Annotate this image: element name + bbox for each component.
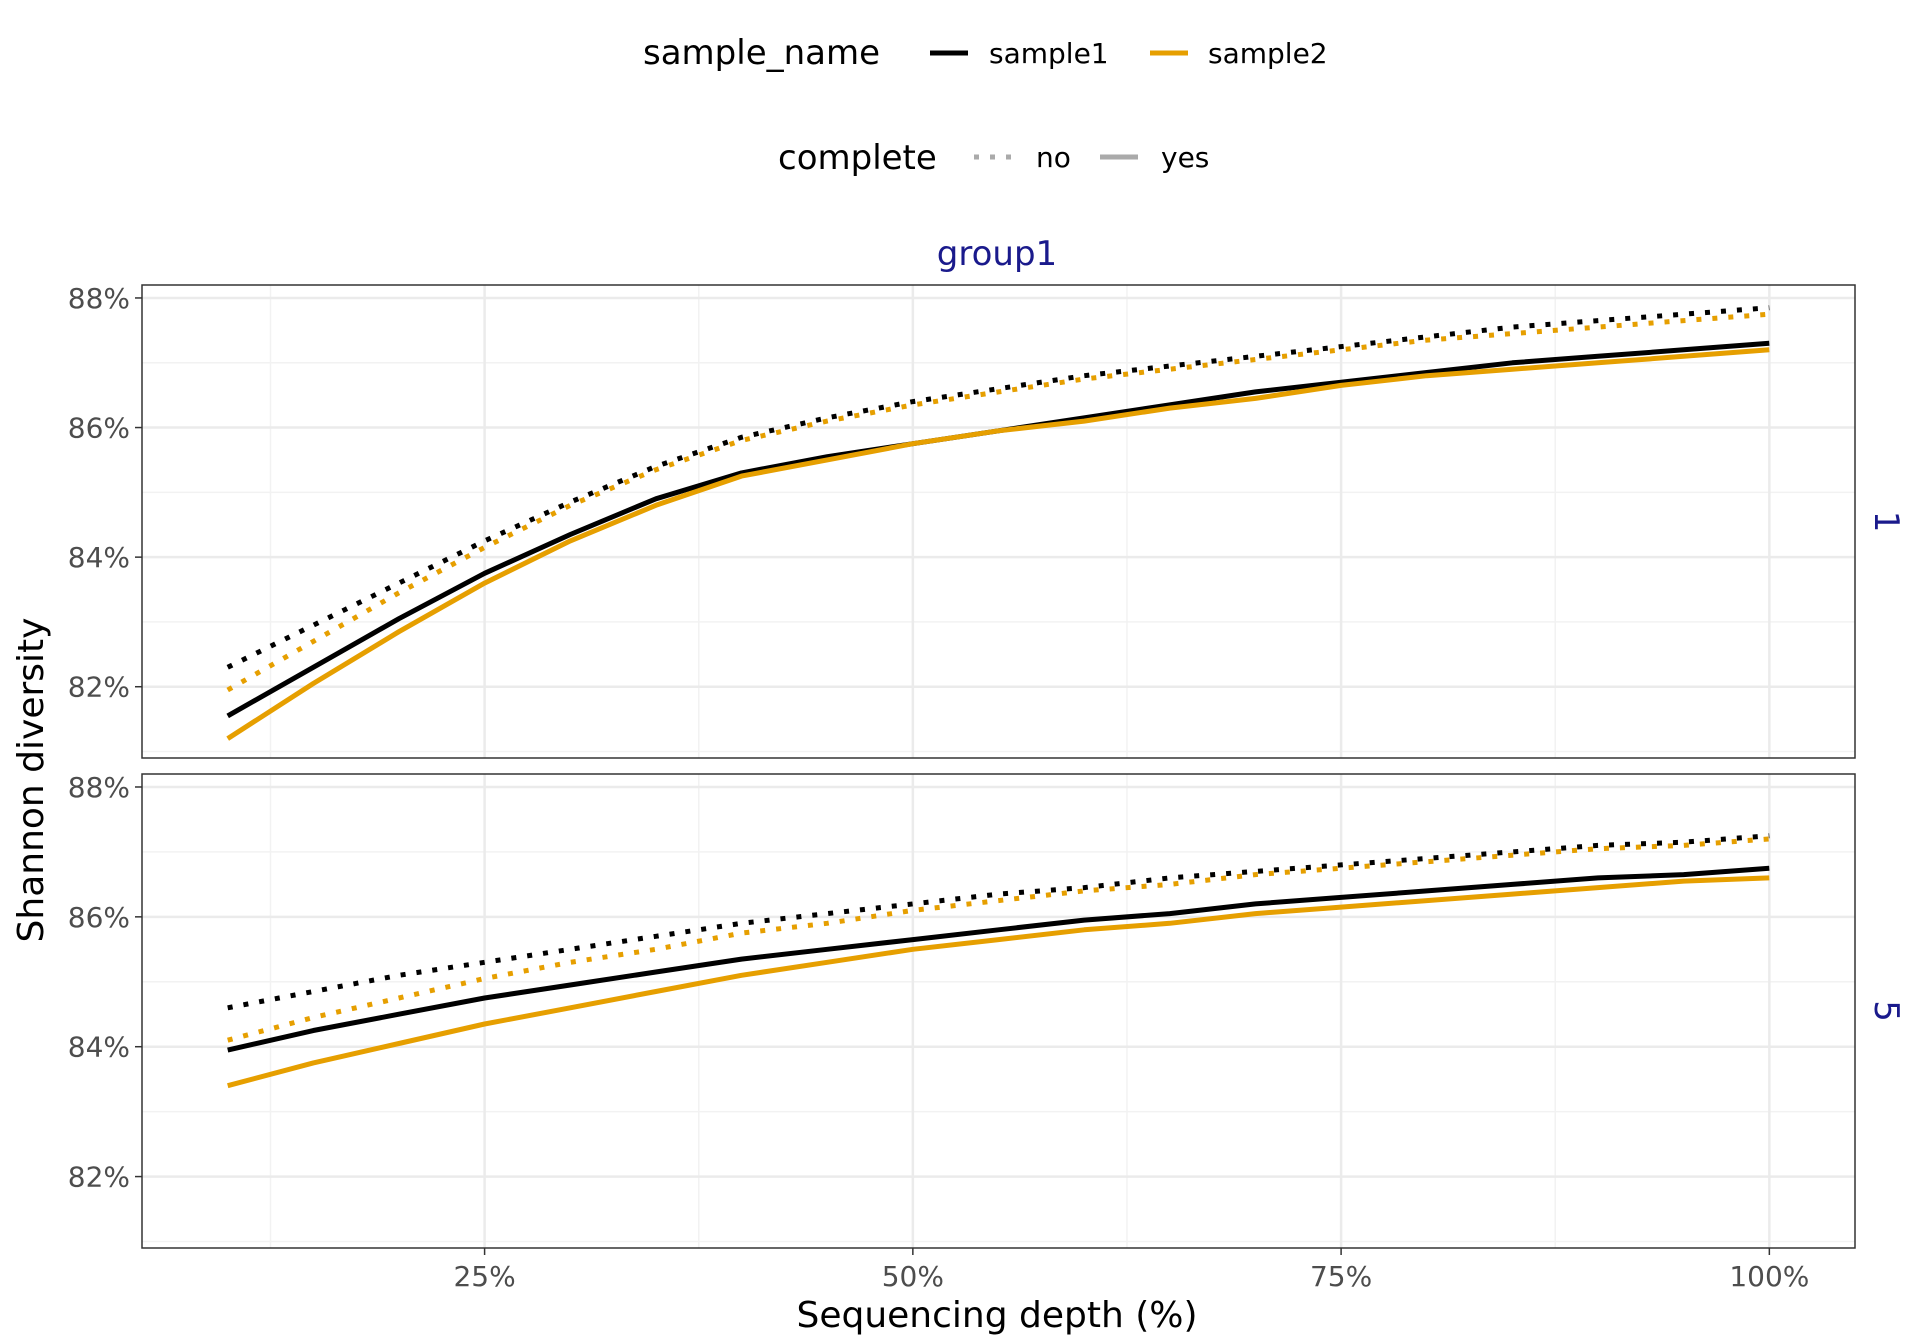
row-strip-label: 5 [1866,1000,1906,1022]
column-strip-label: group1 [937,234,1057,274]
legend-label-sample2: sample2 [1208,37,1328,70]
y-tick-label: 82% [68,671,130,704]
facet-panels: 82% 84% 86% 88% 1 82% 84% 86% 88% 5 25% 50% 75% 100% [68,282,1906,1293]
x-tick-label: 100% [1729,1260,1809,1293]
legend-color: sample_name sample1 sample2 [643,33,1328,73]
legend-label-sample1: sample1 [989,37,1109,70]
series-line-sample2-no [226,311,1770,693]
facet-panel-1: 82% 84% 86% 88% 1 [68,282,1906,759]
x-axis-title: Sequencing depth (%) [796,1295,1197,1336]
series-line-sample1-yes [227,865,1770,1053]
series-line-sample2-yes [227,875,1770,1089]
legend-color-title: sample_name [643,33,880,73]
facet-panel-5: 82% 84% 86% 88% 5 [68,771,1906,1249]
x-tick-label: 25% [453,1260,515,1293]
series-line-sample2-no [227,836,1770,1043]
panel-border [141,284,1856,759]
legend-linetype: complete no yes [778,138,1209,178]
y-axis-title: Shannon diversity [11,618,52,943]
legend-label-yes: yes [1161,141,1209,174]
y-tick-label: 86% [68,412,130,445]
y-tick-label: 88% [68,282,130,315]
x-tick-label: 75% [1310,1260,1372,1293]
panel-border [141,773,1856,1249]
y-tick-label: 82% [68,1161,130,1194]
legend-linetype-title: complete [778,138,937,178]
y-tick-label: 88% [68,771,130,804]
y-tick-label: 86% [68,901,130,934]
series-line-sample2-yes [226,347,1770,741]
legend-label-no: no [1036,141,1071,174]
series-line-sample1-no [227,833,1770,1011]
x-tick-label: 50% [882,1260,944,1293]
y-tick-label: 84% [68,541,130,574]
row-strip-label: 1 [1866,511,1906,533]
y-tick-label: 84% [68,1031,130,1064]
